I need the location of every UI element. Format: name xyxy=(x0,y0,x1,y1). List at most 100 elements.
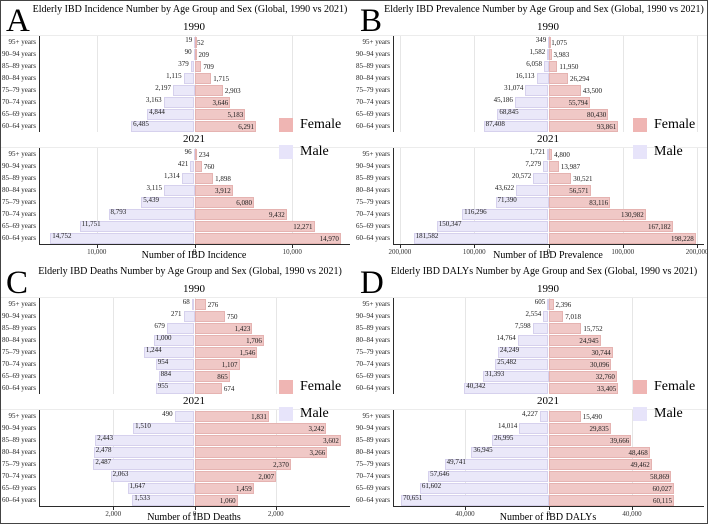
bar-value-label: 865 xyxy=(217,373,228,381)
age-axis-label: 65–69 years xyxy=(355,484,390,492)
x-tick-label: 40,000 xyxy=(455,510,475,518)
gridline xyxy=(194,36,196,132)
bar-female xyxy=(548,160,559,172)
bar-value-label: 29,835 xyxy=(589,425,609,433)
x-tick-label: 0 xyxy=(546,248,551,256)
panel-b: B Elderly IBD Prevalence Number by Age G… xyxy=(355,1,707,263)
bar-value-label: 7,018 xyxy=(565,313,581,321)
bar-value-label: 40,342 xyxy=(466,382,486,390)
age-axis-label: 65–69 years xyxy=(1,372,36,380)
legend-item-male: Male xyxy=(279,406,329,422)
bar-value-label: 1,107 xyxy=(221,361,238,369)
bar-male xyxy=(164,184,195,196)
bar-female xyxy=(548,494,674,506)
bar-female xyxy=(548,60,558,72)
bar-value-label: 71,390 xyxy=(497,196,517,204)
bar-value-label: 26,995 xyxy=(494,434,514,442)
bar-value-label: 20,572 xyxy=(511,172,532,180)
bar-value-label: 13,987 xyxy=(560,163,581,171)
bar-male xyxy=(544,60,549,72)
age-axis-label: 65–69 years xyxy=(355,110,390,118)
year-label-2021: 2021 xyxy=(537,133,559,145)
age-axis-label: 85–89 years xyxy=(1,62,36,70)
bar-male xyxy=(516,184,549,196)
x-tick-mark xyxy=(548,507,550,510)
bar-female xyxy=(194,208,287,220)
bar-value-label: 5,439 xyxy=(143,196,160,204)
panel-a: A Elderly IBD Incidence Number by Age Gr… xyxy=(1,1,355,263)
bar-female xyxy=(548,358,612,370)
female-swatch xyxy=(279,380,293,394)
bar-value-label: 490 xyxy=(162,410,173,418)
age-axis-label: 80–84 years xyxy=(1,448,36,456)
bar-value-label: 1,000 xyxy=(155,334,172,342)
x-tick-label: 100,000 xyxy=(611,248,635,256)
bar-male xyxy=(163,96,195,108)
x-axis-line xyxy=(39,244,350,245)
bar-female xyxy=(548,72,568,84)
age-axis-label: 90–94 years xyxy=(1,424,36,432)
bar-male xyxy=(50,232,195,244)
bar-value-label: 57,646 xyxy=(430,470,450,478)
pyramid-chart-1990: 95+ years 90–94 years 85–89 years 80–84 yea… xyxy=(1,297,355,394)
bar-value-label: 4,227 xyxy=(521,410,538,418)
bar-value-label: 2,903 xyxy=(224,87,241,95)
panel-title: Elderly IBD DALYs Number by Age Group an… xyxy=(390,266,698,277)
bar-value-label: 14,014 xyxy=(497,422,518,430)
age-axis-label: 70–74 years xyxy=(1,472,36,480)
bar-female xyxy=(548,36,551,48)
x-tick-label: 0 xyxy=(192,248,197,256)
bar-male xyxy=(166,322,195,334)
bar-value-label: 6,485 xyxy=(133,120,149,128)
bar-value-label: 16,113 xyxy=(515,72,535,80)
bar-male xyxy=(495,196,549,208)
bar-female xyxy=(548,310,564,322)
gridline xyxy=(474,36,476,132)
bar-female xyxy=(548,458,652,470)
bar-female xyxy=(548,410,581,422)
bar-female xyxy=(194,446,328,458)
age-axis-label: 70–74 years xyxy=(1,360,36,368)
legend-item-male: Male xyxy=(633,406,683,422)
bar-value-label: 6,291 xyxy=(238,123,254,131)
bar-value-label: 31,393 xyxy=(485,370,505,378)
bar-value-label: 36,945 xyxy=(473,446,493,454)
gridline xyxy=(292,36,294,132)
bar-male xyxy=(181,172,195,184)
age-axis-label: 60–64 years xyxy=(1,384,36,392)
bar-value-label: 1,533 xyxy=(134,494,150,502)
age-axis-label: 85–89 years xyxy=(355,62,390,70)
bar-male xyxy=(95,434,195,446)
bar-value-label: 760 xyxy=(203,163,215,171)
bar-value-label: 1,831 xyxy=(251,413,267,421)
bar-male xyxy=(155,382,195,394)
bar-value-label: 4,844 xyxy=(149,108,165,116)
y-axis-spine xyxy=(39,148,40,244)
gridline xyxy=(548,298,550,394)
bar-value-label: 209 xyxy=(198,51,210,59)
x-tick-mark xyxy=(632,507,633,510)
bar-value-label: 130,982 xyxy=(621,211,644,219)
bar-female xyxy=(194,232,341,244)
bar-value-label: 12,271 xyxy=(293,223,313,231)
bar-male xyxy=(483,370,549,382)
y-axis-spine xyxy=(39,410,40,506)
legend-item-male: Male xyxy=(633,144,683,160)
bar-female xyxy=(548,334,601,346)
bar-male xyxy=(174,410,195,422)
panel-d: D Elderly IBD DALYs Number by Age Group … xyxy=(355,263,707,523)
legend-label-female: Female xyxy=(654,117,696,132)
bar-value-label: 60,115 xyxy=(653,497,672,505)
bar-value-label: 33,405 xyxy=(596,385,617,393)
female-swatch xyxy=(633,380,647,394)
pyramid-chart-2021: 95+ years 90–94 years 85–89 years 80–84 yea… xyxy=(1,409,355,518)
gridline xyxy=(632,298,633,394)
legend-item-male: Male xyxy=(279,144,329,160)
bar-value-label: 1,244 xyxy=(145,346,162,354)
male-swatch xyxy=(633,145,647,159)
bar-female xyxy=(548,422,611,434)
bar-female xyxy=(548,370,617,382)
bar-value-label: 2,370 xyxy=(273,461,289,469)
bar-female xyxy=(194,160,202,172)
